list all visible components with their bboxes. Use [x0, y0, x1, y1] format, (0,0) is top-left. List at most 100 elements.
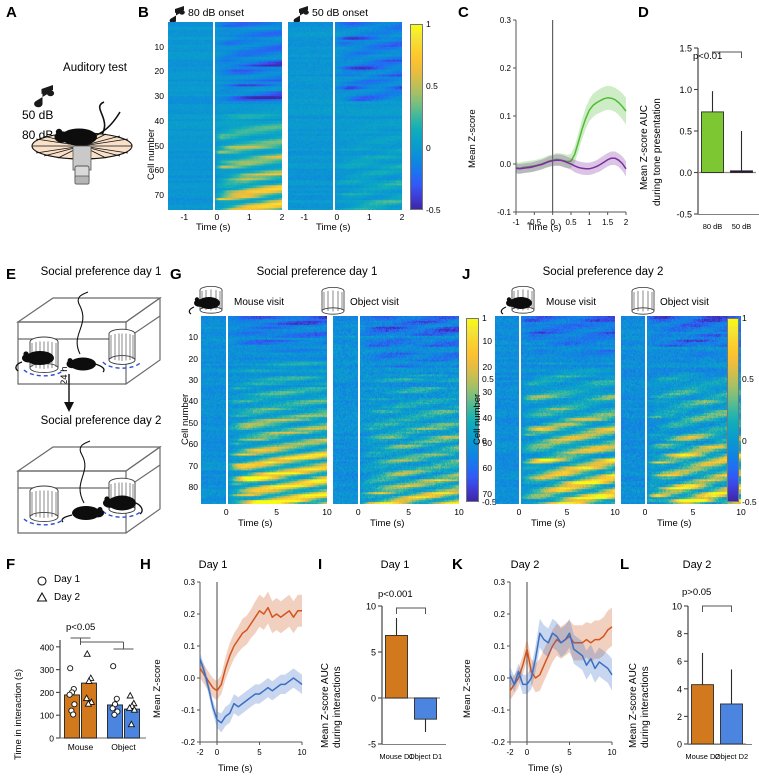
axis-tick: 5 — [406, 507, 411, 517]
axis-tick: 50 — [482, 438, 492, 449]
mouse-icon — [103, 495, 143, 515]
panel-c-ylabel: Mean Z-score — [467, 109, 478, 168]
panel-b-left-title: 80 dB onset — [188, 7, 245, 19]
axis-tick: 30 — [154, 91, 164, 102]
axis-tick: 60 — [154, 165, 164, 176]
panel-i-baseline — [382, 744, 446, 746]
svg-text:0.3: 0.3 — [500, 16, 512, 25]
panel-l-ylabel-line1: Mean Z-score AUC — [628, 662, 639, 748]
axis-tick: 10 — [154, 41, 164, 52]
svg-text:0.2: 0.2 — [184, 610, 196, 619]
svg-text:1.5: 1.5 — [679, 44, 692, 54]
axis-tick: 0.5 — [742, 374, 754, 385]
panel-label-g: G — [170, 266, 182, 283]
panel-label-a: A — [6, 4, 17, 21]
panel-j-xlabel-right: Time (s) — [657, 518, 692, 529]
panel-l-plot: 0 2 4 6 8 10 — [672, 602, 746, 750]
legend-label-day1: Day 1 — [54, 574, 81, 585]
svg-text:10: 10 — [366, 602, 376, 612]
panel-g-right-title: Object visit — [350, 297, 399, 308]
panel-label-e: E — [6, 266, 17, 283]
svg-text:0.3: 0.3 — [494, 578, 506, 587]
svg-text:-0.5: -0.5 — [676, 210, 692, 220]
panel-b-xlabel-left: Time (s) — [196, 222, 231, 233]
svg-text:0.5: 0.5 — [679, 127, 692, 137]
svg-text:4: 4 — [677, 684, 682, 694]
panel-b-heatmap-50db — [288, 22, 402, 210]
bar-category-label: 50 dB — [731, 222, 752, 231]
axis-tick: 10 — [322, 507, 332, 517]
panel-label-d: D — [638, 4, 649, 21]
svg-text:5: 5 — [371, 648, 376, 658]
panel-i-pvalue: p<0.001 — [378, 589, 413, 600]
svg-text:2: 2 — [624, 218, 629, 227]
panel-g-colorbar — [466, 318, 479, 502]
axis-tick: 10 — [188, 332, 198, 343]
axis-tick: 40 — [188, 396, 198, 407]
svg-text:-0.1: -0.1 — [497, 208, 511, 217]
axis-tick: 2 — [399, 212, 405, 222]
axis-tick: 70 — [482, 488, 492, 499]
axis-tick: 0 — [355, 507, 361, 517]
svg-text:-0.5: -0.5 — [527, 218, 541, 227]
svg-text:0: 0 — [49, 734, 54, 744]
panel-k-plot: -0.2 -0.1 0.0 0.1 0.2 0.3 -2 0 5 10 — [491, 578, 617, 757]
panel-b-xlabel-right: Time (s) — [316, 222, 351, 233]
bar-category-label: 80 dB — [702, 222, 723, 231]
panel-c-xlabel: Time (s) — [527, 222, 562, 233]
bar-category-label: Mouse D1 — [379, 752, 414, 761]
panel-i-plot: 10 5 0 -5 — [366, 602, 440, 750]
axis-tick: 0 — [516, 507, 522, 517]
panel-a-title: Auditory test — [63, 62, 127, 74]
panel-j-left-title: Mouse visit — [546, 297, 597, 308]
axis-tick: 5 — [564, 507, 570, 517]
mouse-icon — [54, 111, 121, 146]
panel-b-colorbar — [410, 24, 423, 210]
legend-label-day2: Day 2 — [54, 592, 81, 603]
axis-tick: 10 — [736, 507, 746, 517]
legend-markers-f — [36, 576, 48, 602]
panel-l-title: Day 2 — [682, 559, 712, 571]
wire-cup-icon-j — [631, 287, 655, 315]
panel-b-onset-line-50db — [333, 22, 335, 210]
svg-text:1: 1 — [587, 218, 592, 227]
mouse-icon — [61, 506, 104, 523]
music-note-icon — [34, 85, 55, 108]
axis-tick: 0 — [334, 212, 340, 222]
bar-category-label: Mouse D2 — [685, 752, 720, 761]
panel-j-heatmap-object — [621, 316, 741, 504]
panel-d-ylabel-line1: Mean Z-score AUC — [639, 104, 650, 190]
axis-tick: 10 — [454, 507, 464, 517]
panel-k-xlabel: Time (s) — [528, 763, 563, 774]
wire-cup-icon-g — [321, 287, 345, 315]
axis-tick: 20 — [482, 361, 492, 372]
svg-text:0.3: 0.3 — [184, 578, 196, 587]
svg-text:0.0: 0.0 — [494, 674, 506, 683]
panel-g-title: Social preference day 1 — [256, 266, 378, 278]
panel-i-title: Day 1 — [380, 559, 410, 571]
panel-i-ylabel-line1: Mean Z-score AUC — [320, 662, 331, 748]
panel-h-plot: -0.2 -0.1 0.0 0.1 0.2 0.3 -2 0 5 10 — [181, 578, 307, 757]
svg-text:5: 5 — [567, 748, 572, 757]
panel-d-plot: 1.5 1.0 0.5 0.0 -0.5 — [676, 44, 756, 220]
axis-tick: -0.5 — [426, 205, 441, 215]
svg-text:0: 0 — [215, 748, 220, 757]
svg-text:10: 10 — [608, 748, 617, 757]
axis-tick: 2 — [279, 212, 285, 222]
svg-text:-2: -2 — [196, 748, 204, 757]
bar-group-label: Object — [111, 742, 136, 752]
mouse-icon — [66, 357, 105, 373]
panel-label-c: C — [458, 4, 469, 21]
wire-cup-mouse-icon-g — [188, 286, 223, 315]
svg-text:2: 2 — [677, 712, 682, 722]
panel-j-onset-line-mouse — [519, 316, 521, 504]
svg-text:10: 10 — [672, 602, 682, 612]
panel-j-title: Social preference day 2 — [542, 266, 664, 278]
svg-text:100: 100 — [40, 711, 54, 721]
panel-b-right-title: 50 dB onset — [312, 7, 369, 19]
panel-f-ylabel: Time in interaction (s) — [13, 669, 24, 760]
panel-label-b: B — [138, 4, 149, 21]
panel-label-l: L — [620, 556, 630, 573]
panel-label-k: K — [452, 556, 463, 573]
svg-text:-0.2: -0.2 — [181, 738, 195, 747]
